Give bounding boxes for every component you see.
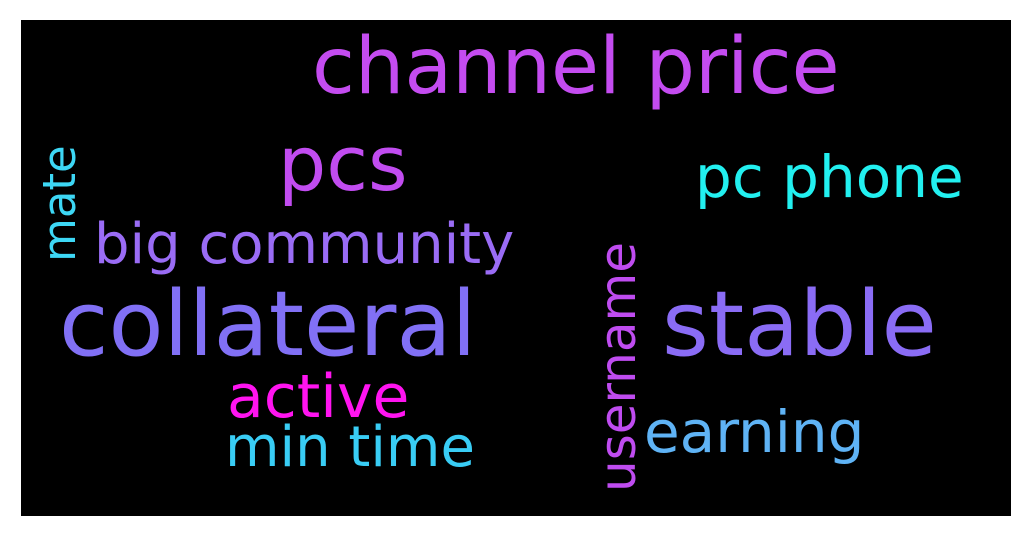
word-earning: earning xyxy=(644,398,865,466)
word-pcs: pcs xyxy=(278,119,408,208)
word-active: active xyxy=(227,362,410,432)
word-collateral: collateral xyxy=(59,272,477,377)
word-min-time: min time xyxy=(225,415,475,480)
word-username: username xyxy=(589,242,647,492)
word-stable: stable xyxy=(662,272,937,377)
word-channel-price: channel price xyxy=(312,22,840,112)
word-big-community: big community xyxy=(94,212,515,277)
word-cloud-canvas: channel price pcs pc phone mate big comm… xyxy=(21,20,1011,516)
word-pc-phone: pc phone xyxy=(695,143,964,211)
word-mate: mate xyxy=(33,145,86,262)
